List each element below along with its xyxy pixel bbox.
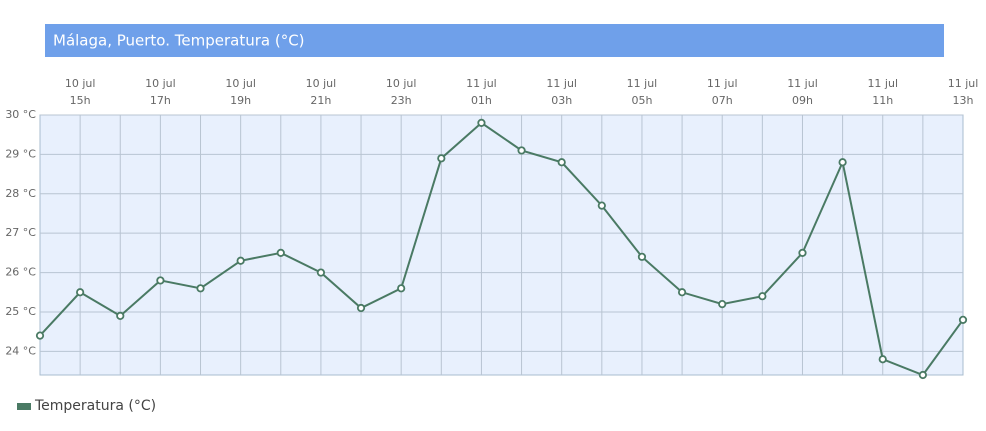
- x-tick-label: 03h: [551, 94, 572, 107]
- x-tick-label: 11 jul: [627, 77, 658, 90]
- data-point: [156, 276, 165, 285]
- x-tick-label: 11h: [872, 94, 893, 107]
- x-tick-label: 11 jul: [546, 77, 577, 90]
- data-point: [236, 256, 245, 265]
- data-point: [677, 288, 687, 297]
- data-point: [637, 252, 647, 261]
- data-point: [557, 158, 566, 167]
- x-tick-label: 21h: [310, 94, 331, 107]
- x-tick-label: 05h: [631, 94, 652, 107]
- data-point: [918, 370, 927, 380]
- x-tick-label: 11 jul: [787, 77, 818, 90]
- x-tick-label: 09h: [792, 94, 813, 107]
- data-point: [316, 268, 326, 277]
- data-point: [196, 284, 205, 293]
- data-point: [517, 146, 526, 155]
- data-point: [76, 288, 85, 297]
- data-point: [116, 311, 125, 321]
- x-tick-label: 10 jul: [145, 77, 176, 90]
- x-tick-label: 11 jul: [948, 77, 979, 90]
- y-tick-label: 28 °C: [5, 187, 36, 200]
- x-tick-label: 17h: [150, 94, 171, 107]
- data-point: [878, 355, 887, 364]
- x-tick-label: 11 jul: [707, 77, 738, 90]
- x-tick-label: 10 jul: [225, 77, 256, 90]
- data-point: [276, 248, 285, 257]
- x-tick-label: 10 jul: [306, 77, 337, 90]
- data-point: [477, 118, 486, 127]
- data-point: [718, 299, 727, 309]
- data-point: [758, 292, 767, 301]
- series-line: [39, 121, 964, 377]
- data-point: [356, 303, 366, 313]
- data-point: [798, 248, 807, 257]
- y-tick-label: 25 °C: [5, 305, 36, 318]
- x-tick-label: 11 jul: [867, 77, 898, 90]
- data-point: [958, 315, 968, 324]
- data-point: [397, 284, 406, 293]
- y-tick-label: 24 °C: [5, 344, 36, 357]
- x-tick-label: 11 jul: [466, 77, 497, 90]
- data-point: [597, 201, 606, 210]
- chart-title: Málaga, Puerto. Temperatura (°C): [53, 32, 305, 50]
- y-tick-label: 30 °C: [5, 108, 36, 121]
- y-tick-label: 27 °C: [5, 226, 36, 239]
- legend-label: Temperatura (°C): [34, 398, 156, 414]
- x-tick-label: 19h: [230, 94, 251, 107]
- title-bar: [45, 24, 944, 57]
- x-tick-label: 07h: [712, 94, 733, 107]
- y-tick-label: 26 °C: [5, 266, 36, 279]
- x-tick-label: 23h: [391, 94, 412, 107]
- x-tick-label: 10 jul: [386, 77, 417, 90]
- legend-swatch: [17, 403, 31, 410]
- plot-area: [39, 114, 964, 376]
- x-tick-label: 10 jul: [65, 77, 96, 90]
- x-tick-label: 15h: [70, 94, 91, 107]
- data-point: [35, 331, 45, 340]
- y-tick-label: 29 °C: [5, 147, 36, 160]
- data-point: [838, 158, 847, 167]
- x-tick-label: 13h: [953, 94, 974, 107]
- x-tick-label: 01h: [471, 94, 492, 107]
- data-point: [437, 154, 446, 163]
